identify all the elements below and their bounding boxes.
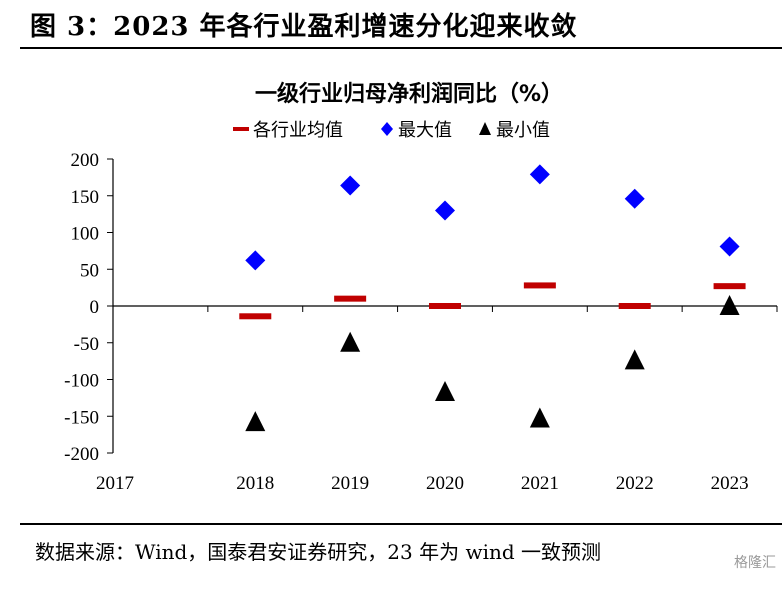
bottom-rule bbox=[20, 523, 782, 525]
legend-mean-marker bbox=[233, 127, 249, 131]
min-marker bbox=[245, 411, 266, 432]
legend-max-marker bbox=[381, 122, 393, 136]
x-tick-label: 2018 bbox=[236, 473, 274, 494]
y-tick-label: -150 bbox=[64, 407, 99, 428]
mean-marker bbox=[334, 295, 367, 302]
x-tick-label: 2022 bbox=[616, 473, 654, 494]
y-tick-label: -100 bbox=[64, 371, 99, 392]
x-tick-label: 2020 bbox=[426, 473, 464, 494]
chart-title: 一级行业归母净利润同比（%） bbox=[255, 81, 563, 107]
max-marker bbox=[719, 236, 740, 257]
data-marks bbox=[239, 164, 746, 432]
y-tick-label: 200 bbox=[71, 150, 100, 171]
y-tick-label: -200 bbox=[64, 444, 99, 465]
y-tick-label: 150 bbox=[71, 187, 100, 208]
axes: 200 150 100 50 0 -50 -100 -150 -200 2017 2018 2019 2… bbox=[64, 150, 778, 494]
x-tick-label: 2019 bbox=[331, 473, 369, 494]
x-tick-label: 2021 bbox=[521, 473, 559, 494]
mean-marker bbox=[523, 282, 556, 289]
min-marker bbox=[624, 349, 645, 370]
source-note: 数据来源：Wind，国泰君安证券研究，23 年为 wind 一致预测 bbox=[35, 540, 602, 564]
min-marker bbox=[435, 380, 455, 401]
legend: 各行业均值 最大值 最小值 bbox=[233, 120, 550, 141]
figure-title: 图 3：2023 年各行业盈利增速分化迎来收敛 bbox=[30, 12, 578, 42]
legend-max-label: 最大值 bbox=[398, 120, 452, 141]
mean-marker bbox=[713, 283, 746, 290]
top-rule bbox=[20, 47, 782, 49]
y-tick-label: 50 bbox=[80, 260, 99, 281]
mean-marker bbox=[429, 303, 461, 309]
x-tick-label: 2023 bbox=[711, 473, 749, 494]
max-marker bbox=[435, 200, 455, 221]
x-tick-label: 2017 bbox=[96, 473, 134, 494]
mean-marker bbox=[618, 303, 651, 309]
min-marker bbox=[719, 295, 740, 315]
watermark-label: 格隆汇 bbox=[734, 555, 776, 571]
max-marker bbox=[529, 164, 550, 185]
legend-min-label: 最小值 bbox=[496, 120, 550, 141]
legend-mean-label: 各行业均值 bbox=[253, 120, 343, 141]
max-marker bbox=[340, 175, 361, 196]
y-tick-label: 0 bbox=[90, 297, 100, 318]
legend-min-marker bbox=[479, 122, 491, 135]
y-tick-label: 100 bbox=[71, 224, 100, 245]
mean-marker bbox=[239, 313, 272, 320]
min-marker bbox=[529, 407, 550, 428]
max-marker bbox=[624, 188, 645, 209]
y-tick-label: -50 bbox=[74, 334, 99, 355]
min-marker bbox=[340, 331, 361, 352]
max-marker bbox=[245, 250, 266, 271]
